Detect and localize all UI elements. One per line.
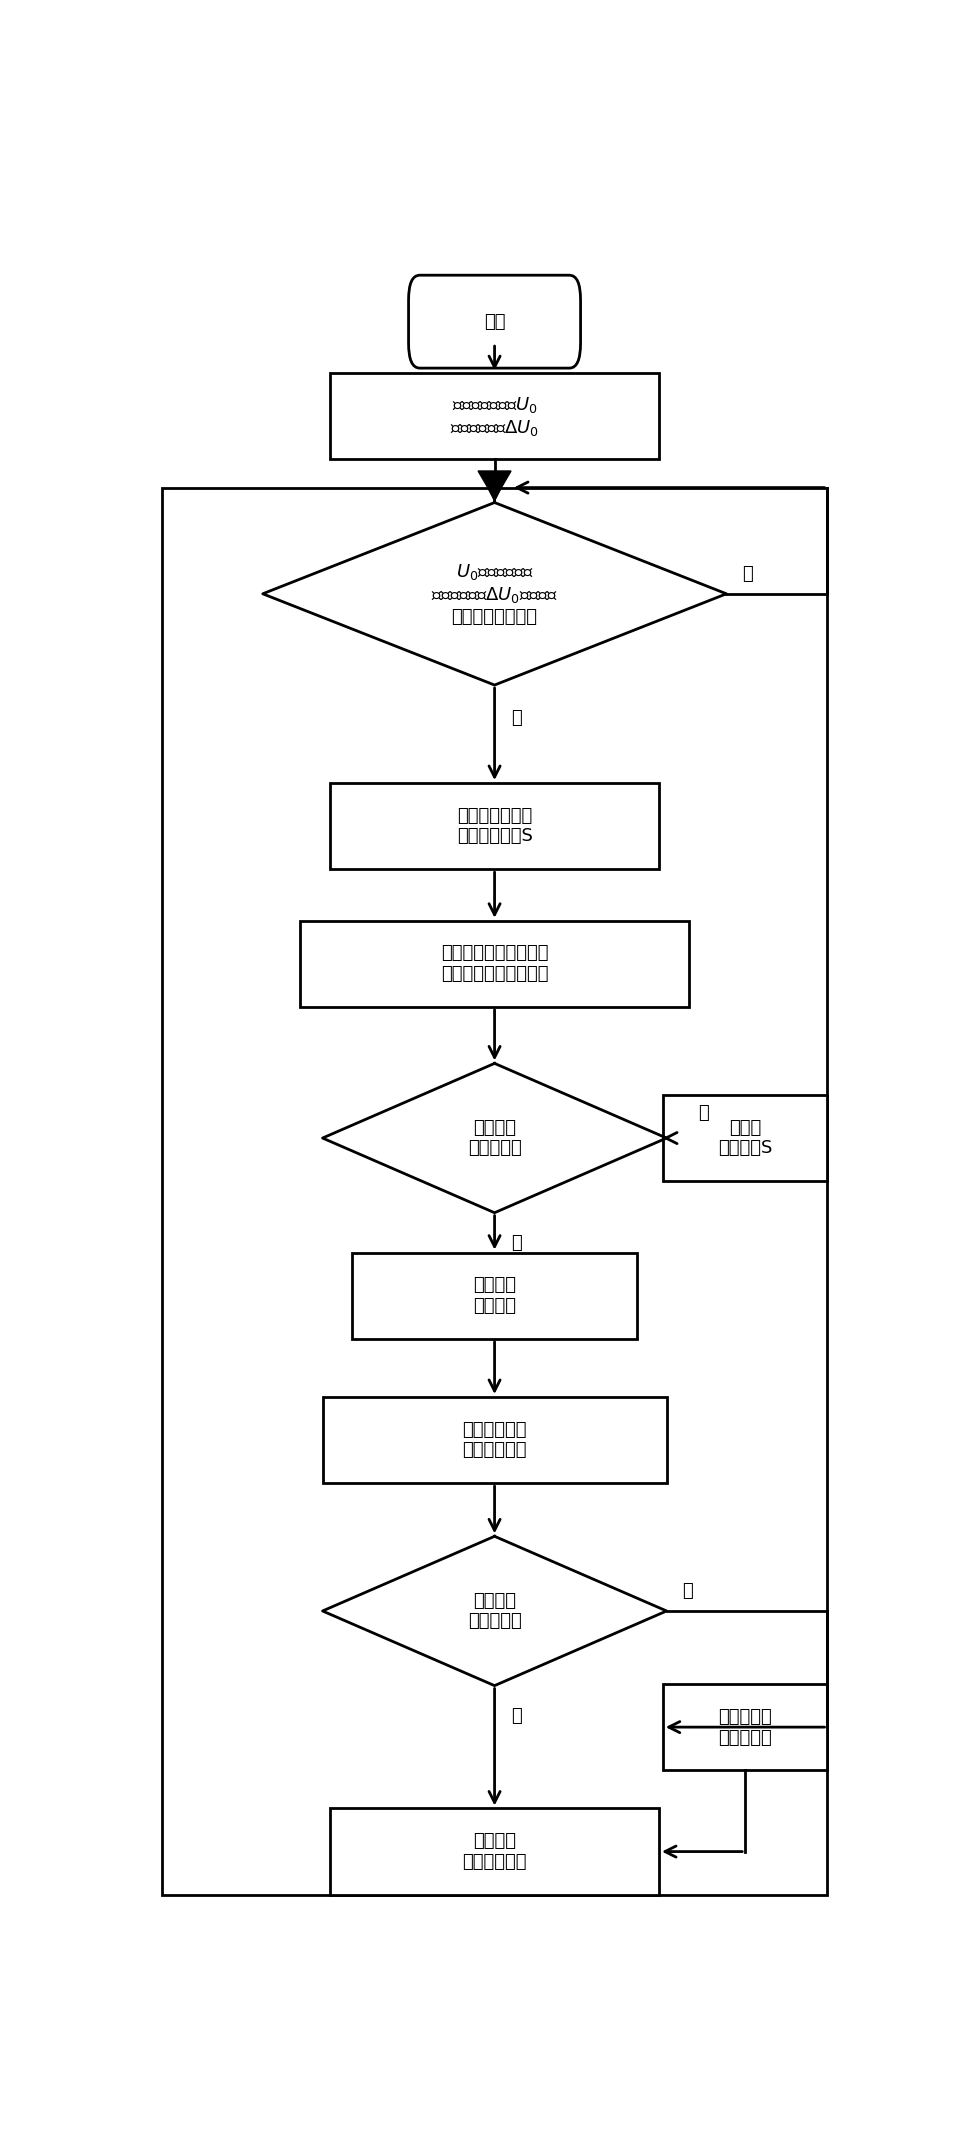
Text: 否: 否 xyxy=(682,1582,693,1599)
Text: $U_0$大于第一额定
相电压阈值或$\Delta U_0$大于第二
额定相电压阈值？: $U_0$大于第一额定 相电压阈值或$\Delta U_0$大于第二 额定相电压… xyxy=(431,562,558,625)
FancyBboxPatch shape xyxy=(408,276,581,369)
Text: 零序电流
线性减小？: 零序电流 线性减小？ xyxy=(468,1593,521,1631)
Text: 是: 是 xyxy=(511,709,522,726)
Text: 永久性故障
进一步处理: 永久性故障 进一步处理 xyxy=(718,1707,772,1746)
Text: 测量中性点电压$U_0$
及电压变化量$\Delta U_0$: 测量中性点电压$U_0$ 及电压变化量$\Delta U_0$ xyxy=(450,394,539,437)
Polygon shape xyxy=(262,502,727,685)
Text: 是: 是 xyxy=(511,1707,522,1724)
Polygon shape xyxy=(322,1537,667,1685)
Bar xyxy=(322,1396,667,1483)
Text: 故障清除
系统正常运行: 故障清除 系统正常运行 xyxy=(462,1832,527,1871)
Bar xyxy=(300,920,689,1006)
Bar xyxy=(162,487,827,1894)
Bar xyxy=(663,1683,827,1769)
Text: 发生故障
故障处理: 发生故障 故障处理 xyxy=(473,1276,516,1315)
Polygon shape xyxy=(494,472,511,500)
Bar xyxy=(663,1095,827,1181)
Text: 是: 是 xyxy=(699,1103,709,1123)
Text: 零序电流
线性增加？: 零序电流 线性增加？ xyxy=(468,1118,521,1157)
Text: 否: 否 xyxy=(511,1233,522,1252)
Text: 闭合电压最低相
接地支路开关S: 闭合电压最低相 接地支路开关S xyxy=(456,806,533,845)
Polygon shape xyxy=(322,1062,667,1213)
Text: 开始: 开始 xyxy=(483,312,506,330)
Bar xyxy=(352,1252,637,1338)
Text: 降低抽头档位
测量零序电流: 降低抽头档位 测量零序电流 xyxy=(462,1420,527,1459)
Text: 否: 否 xyxy=(742,565,753,582)
Bar xyxy=(330,1808,659,1894)
Polygon shape xyxy=(478,472,494,500)
Text: 无故障
断开开关S: 无故障 断开开关S xyxy=(718,1118,772,1157)
Text: 逐渐升高接地变抽头档
位，测量线路零序电流: 逐渐升高接地变抽头档 位，测量线路零序电流 xyxy=(441,944,548,983)
Bar xyxy=(330,782,659,868)
Bar xyxy=(330,373,659,459)
